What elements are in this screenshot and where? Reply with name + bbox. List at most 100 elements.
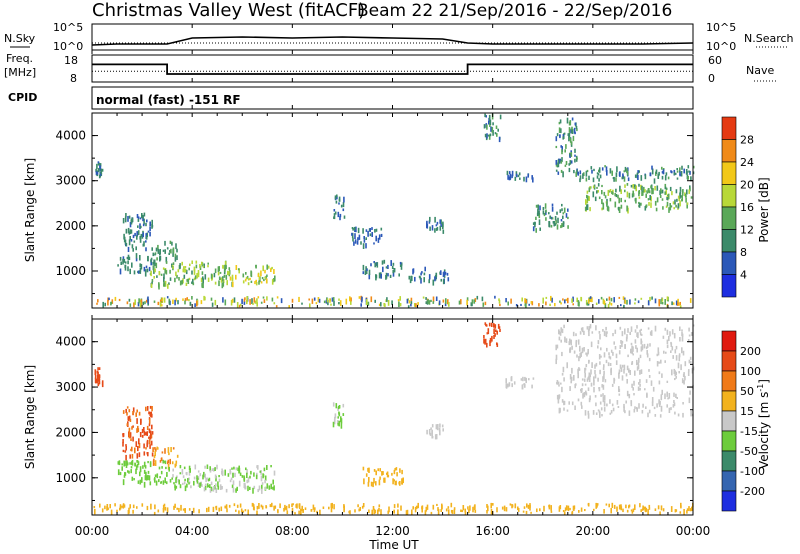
data-cell xyxy=(336,196,338,200)
data-cell xyxy=(136,506,138,509)
data-cell xyxy=(137,461,140,465)
data-cell xyxy=(584,383,587,386)
data-cell xyxy=(616,506,618,512)
data-cell xyxy=(587,349,589,353)
data-cell xyxy=(373,508,375,515)
data-cell xyxy=(249,486,251,490)
data-cell xyxy=(630,326,633,332)
data-cell xyxy=(527,504,530,509)
data-cell xyxy=(428,274,431,280)
data-cell xyxy=(426,504,429,510)
data-cell xyxy=(164,249,166,254)
data-cell xyxy=(222,282,225,287)
data-cell xyxy=(128,298,131,302)
data-cell xyxy=(221,468,223,471)
data-cell xyxy=(104,302,106,307)
velocity-colorbar-tick: -100 xyxy=(740,465,765,478)
data-cell xyxy=(173,482,175,485)
data-cell xyxy=(615,188,617,193)
data-cell xyxy=(137,216,140,219)
data-cell xyxy=(674,349,677,354)
data-cell xyxy=(119,471,122,476)
data-cell xyxy=(656,185,659,191)
data-cell xyxy=(186,483,188,488)
data-cell xyxy=(145,247,147,252)
data-cell xyxy=(598,178,600,182)
data-cell xyxy=(601,184,603,188)
data-cell xyxy=(145,406,147,412)
data-cell xyxy=(162,249,165,252)
data-cell xyxy=(557,163,560,168)
data-cell xyxy=(609,198,612,202)
data-cell xyxy=(666,344,669,349)
data-cell xyxy=(98,174,101,179)
data-cell xyxy=(461,509,464,513)
data-cell xyxy=(538,219,541,225)
data-cell xyxy=(162,508,165,513)
data-cell xyxy=(391,265,394,270)
freq-unit-label: [MHz] xyxy=(4,66,36,79)
data-cell xyxy=(169,250,171,253)
data-cell xyxy=(550,505,552,511)
data-cell xyxy=(129,268,131,275)
data-cell xyxy=(245,272,247,275)
data-cell xyxy=(558,127,561,133)
data-cell xyxy=(638,183,640,187)
data-cell xyxy=(421,271,423,274)
data-cell xyxy=(594,364,596,369)
data-cell xyxy=(366,299,368,305)
data-cell xyxy=(586,190,589,194)
data-cell xyxy=(424,266,426,272)
data-cell xyxy=(563,324,565,329)
data-cell xyxy=(521,297,523,302)
data-cell xyxy=(588,298,590,304)
data-cell xyxy=(663,350,665,354)
data-cell xyxy=(420,277,422,284)
data-cell xyxy=(140,418,142,425)
data-cell xyxy=(243,300,246,305)
data-cell xyxy=(191,260,193,264)
data-cell xyxy=(266,274,268,278)
data-cell xyxy=(143,481,146,488)
data-cell xyxy=(138,443,141,449)
data-cell xyxy=(387,264,389,269)
data-cell xyxy=(626,299,628,305)
data-cell xyxy=(442,299,445,303)
data-cell xyxy=(146,431,148,436)
data-cell xyxy=(619,185,621,192)
data-cell xyxy=(145,222,147,227)
colorbar-swatch xyxy=(721,450,737,472)
data-cell xyxy=(623,176,626,182)
data-cell xyxy=(608,190,611,193)
data-cell xyxy=(247,278,250,281)
data-cell xyxy=(139,466,142,473)
data-cell xyxy=(466,299,468,306)
data-cell xyxy=(642,505,644,509)
data-cell xyxy=(382,471,384,475)
data-cell xyxy=(646,191,649,194)
data-cell xyxy=(638,202,641,208)
data-cell xyxy=(272,486,274,490)
data-cell xyxy=(207,265,209,268)
data-cell xyxy=(570,141,573,145)
freq-tick-top: 18 xyxy=(64,54,78,67)
data-cell xyxy=(646,350,648,355)
data-cell xyxy=(157,301,160,306)
data-cell xyxy=(184,485,187,492)
data-cell xyxy=(577,372,579,379)
data-cell xyxy=(670,205,673,208)
data-cell xyxy=(336,420,339,424)
data-cell xyxy=(644,174,647,180)
data-cell xyxy=(153,455,156,459)
data-cell xyxy=(152,447,154,453)
data-cell xyxy=(586,169,589,173)
data-cell xyxy=(586,204,589,210)
data-cell xyxy=(648,188,650,193)
data-cell xyxy=(136,418,138,424)
data-cell xyxy=(484,322,487,325)
data-cell xyxy=(378,234,381,240)
data-cell xyxy=(358,296,361,299)
data-cell xyxy=(222,279,225,283)
data-cell xyxy=(338,202,340,205)
data-cell xyxy=(118,298,121,302)
